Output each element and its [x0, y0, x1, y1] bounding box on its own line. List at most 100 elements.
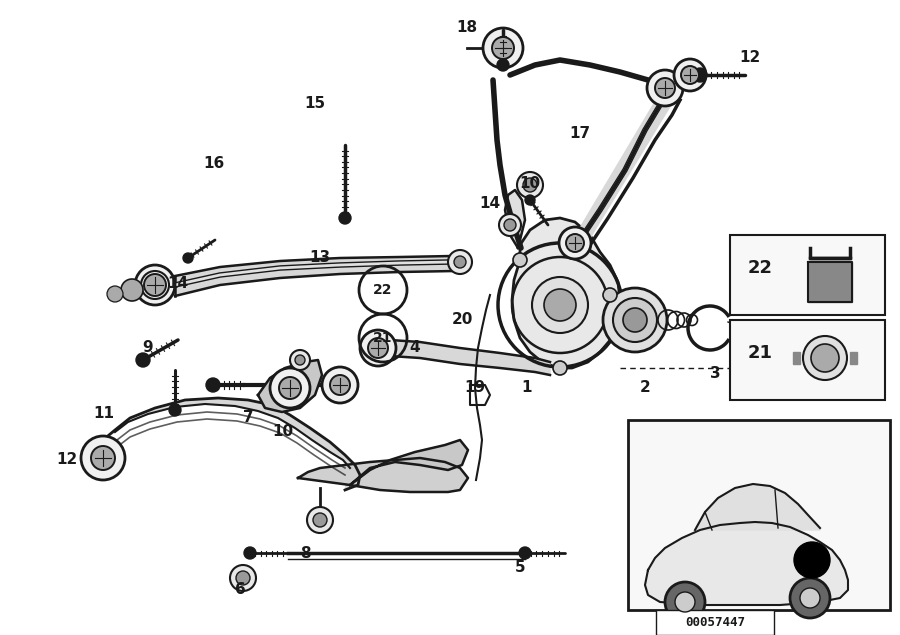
- FancyBboxPatch shape: [656, 610, 774, 635]
- Circle shape: [794, 542, 830, 578]
- Circle shape: [674, 59, 706, 91]
- Circle shape: [270, 368, 310, 408]
- Polygon shape: [512, 218, 620, 368]
- Circle shape: [279, 377, 301, 399]
- Text: 9: 9: [143, 340, 153, 356]
- Circle shape: [322, 367, 358, 403]
- Polygon shape: [103, 398, 360, 490]
- Polygon shape: [350, 440, 468, 485]
- Circle shape: [244, 547, 256, 559]
- Circle shape: [613, 298, 657, 342]
- Text: 18: 18: [456, 20, 478, 36]
- Circle shape: [553, 361, 567, 375]
- Text: 22: 22: [374, 283, 392, 297]
- Text: 00057447: 00057447: [685, 615, 745, 629]
- Text: 12: 12: [57, 453, 77, 467]
- Circle shape: [206, 378, 220, 392]
- Polygon shape: [390, 340, 550, 375]
- Text: 19: 19: [464, 380, 486, 396]
- Circle shape: [532, 277, 588, 333]
- Text: 3: 3: [710, 366, 720, 380]
- Circle shape: [144, 274, 166, 296]
- Polygon shape: [793, 352, 800, 364]
- Circle shape: [313, 513, 327, 527]
- Text: 22: 22: [748, 259, 773, 277]
- Circle shape: [448, 250, 472, 274]
- Circle shape: [454, 256, 466, 268]
- Circle shape: [623, 308, 647, 332]
- Circle shape: [693, 68, 707, 82]
- Polygon shape: [298, 458, 468, 492]
- Text: 20: 20: [451, 312, 472, 328]
- Polygon shape: [808, 262, 852, 302]
- Circle shape: [513, 253, 527, 267]
- FancyBboxPatch shape: [730, 320, 885, 400]
- Text: 14: 14: [167, 276, 189, 290]
- Text: 16: 16: [203, 156, 225, 171]
- Text: 10: 10: [519, 175, 541, 190]
- Circle shape: [559, 227, 591, 259]
- Circle shape: [523, 178, 537, 192]
- Circle shape: [169, 404, 181, 416]
- Text: 5: 5: [515, 561, 526, 575]
- Circle shape: [517, 172, 543, 198]
- Text: 4: 4: [410, 340, 420, 356]
- Text: 7: 7: [243, 410, 253, 425]
- Circle shape: [339, 212, 351, 224]
- Circle shape: [330, 375, 350, 395]
- Circle shape: [368, 338, 388, 358]
- Circle shape: [81, 436, 125, 480]
- Circle shape: [295, 355, 305, 365]
- Circle shape: [107, 286, 123, 302]
- Polygon shape: [258, 360, 322, 412]
- Circle shape: [236, 571, 250, 585]
- Circle shape: [183, 253, 193, 263]
- Circle shape: [135, 265, 175, 305]
- Polygon shape: [645, 522, 848, 605]
- Circle shape: [566, 234, 584, 252]
- Circle shape: [665, 582, 705, 622]
- Circle shape: [811, 344, 839, 372]
- Text: 6: 6: [235, 582, 246, 598]
- Circle shape: [647, 70, 683, 106]
- Circle shape: [519, 547, 531, 559]
- Circle shape: [803, 336, 847, 380]
- Circle shape: [497, 59, 509, 71]
- Circle shape: [800, 588, 820, 608]
- Circle shape: [499, 214, 521, 236]
- Circle shape: [504, 219, 516, 231]
- Polygon shape: [505, 190, 525, 248]
- Text: 13: 13: [310, 250, 330, 265]
- FancyBboxPatch shape: [730, 235, 885, 315]
- Circle shape: [603, 288, 617, 302]
- Circle shape: [483, 28, 523, 68]
- Circle shape: [121, 279, 143, 301]
- Text: 17: 17: [570, 126, 590, 140]
- Text: 10: 10: [273, 425, 293, 439]
- Circle shape: [492, 37, 514, 59]
- Circle shape: [525, 195, 535, 205]
- Circle shape: [290, 350, 310, 370]
- Circle shape: [655, 78, 675, 98]
- Text: 2: 2: [640, 380, 651, 396]
- Circle shape: [91, 446, 115, 470]
- Text: 21: 21: [374, 331, 392, 345]
- Circle shape: [603, 288, 667, 352]
- Text: 1: 1: [522, 380, 532, 396]
- Circle shape: [360, 330, 396, 366]
- Polygon shape: [175, 256, 455, 296]
- Text: 12: 12: [740, 51, 760, 65]
- Text: 8: 8: [300, 545, 310, 561]
- Circle shape: [136, 353, 150, 367]
- FancyBboxPatch shape: [628, 420, 890, 610]
- Text: 11: 11: [94, 406, 114, 420]
- Text: 15: 15: [304, 95, 326, 110]
- Circle shape: [790, 578, 830, 618]
- Polygon shape: [850, 352, 857, 364]
- Polygon shape: [695, 484, 820, 530]
- Circle shape: [544, 289, 576, 321]
- Text: 21: 21: [748, 344, 773, 362]
- Text: 14: 14: [480, 196, 500, 210]
- Circle shape: [681, 66, 699, 84]
- Circle shape: [307, 507, 333, 533]
